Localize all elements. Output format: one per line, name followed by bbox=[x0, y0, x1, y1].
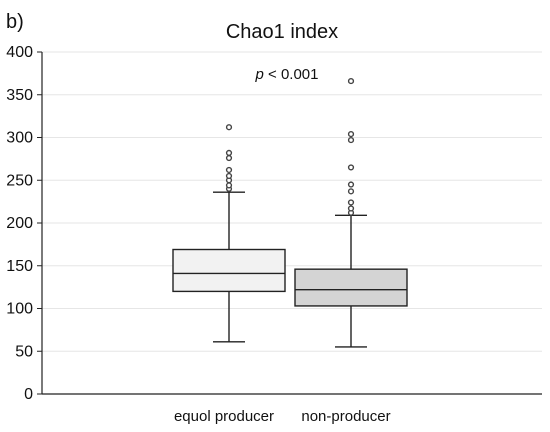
outlier-point bbox=[225, 154, 233, 162]
y-tick-label: 100 bbox=[6, 301, 33, 318]
y-tick-label: 250 bbox=[6, 172, 33, 189]
outlier-point bbox=[225, 124, 233, 131]
y-tick-label: 50 bbox=[15, 343, 33, 360]
outlier-point bbox=[225, 182, 233, 189]
p-value-text: < 0.001 bbox=[264, 66, 319, 83]
y-tick-label: 150 bbox=[6, 258, 33, 275]
outlier-point bbox=[347, 77, 355, 85]
outlier-point bbox=[347, 130, 355, 138]
gridlines bbox=[42, 51, 542, 352]
outlier-point bbox=[347, 164, 355, 171]
outlier-point bbox=[225, 172, 233, 180]
x-category-label: non-producer bbox=[301, 408, 390, 425]
outlier-point bbox=[347, 199, 355, 206]
y-tick-label: 300 bbox=[6, 130, 33, 147]
y-tick-label: 200 bbox=[6, 215, 33, 232]
y-tick-label: 0 bbox=[24, 386, 33, 403]
y-axis: 0 50 100 150 200 250 300 350 400 bbox=[6, 44, 43, 403]
y-tick-label: 400 bbox=[6, 44, 33, 61]
outlier-point bbox=[225, 149, 233, 156]
outlier-point bbox=[225, 166, 233, 174]
y-tick-label: 350 bbox=[6, 87, 33, 104]
box-non-producer bbox=[294, 77, 408, 348]
x-category-label: equol producer bbox=[174, 408, 274, 425]
outlier-point bbox=[347, 188, 355, 195]
chart-title: Chao1 index bbox=[226, 21, 338, 43]
box-equol-producer bbox=[172, 124, 286, 343]
p-value-annotation: p < 0.001 bbox=[255, 66, 319, 83]
panel-label: b) bbox=[6, 11, 24, 33]
iqr-box bbox=[172, 248, 286, 293]
iqr-box bbox=[294, 268, 408, 307]
p-symbol: p bbox=[255, 66, 264, 83]
outlier-point bbox=[347, 181, 355, 188]
outlier-point bbox=[347, 136, 355, 144]
boxes bbox=[172, 77, 408, 348]
x-axis: equol producer non-producer bbox=[42, 393, 542, 425]
outlier-point bbox=[347, 205, 355, 212]
